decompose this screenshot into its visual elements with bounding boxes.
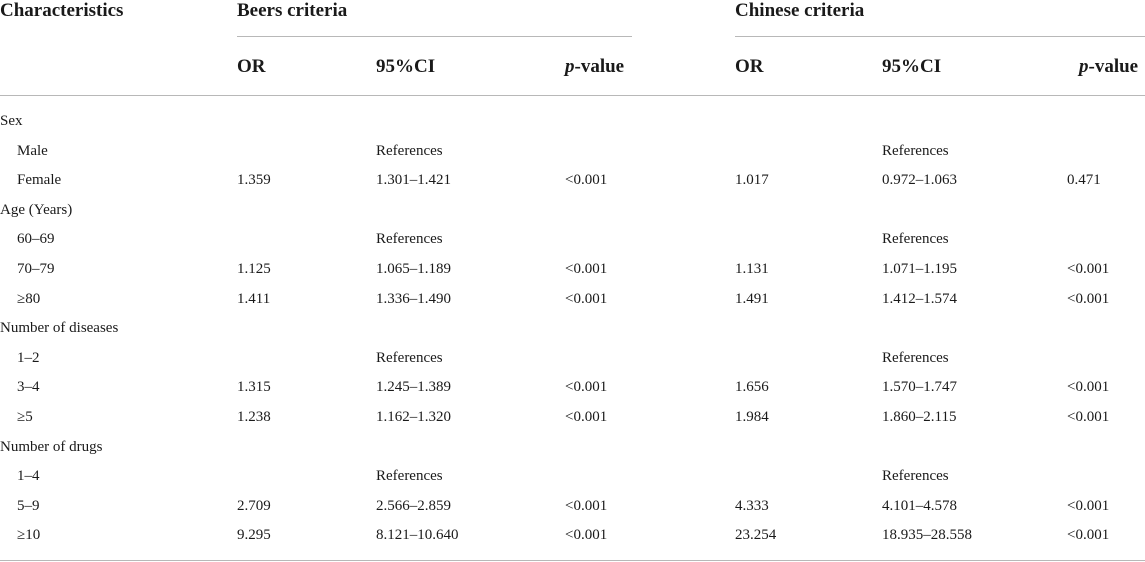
cell-beers-ci: 1.301–1.421 — [376, 172, 451, 188]
cell-chinese-pvalue: <0.001 — [1067, 379, 1110, 395]
cell-beers-ci: References — [376, 231, 443, 247]
header-beers-pvalue: p-value — [565, 56, 624, 78]
cell-chinese-ci: 1.071–1.195 — [882, 261, 957, 277]
cell-beers-ci: References — [376, 143, 443, 159]
row-sublabel: 60–69 — [17, 231, 55, 247]
row-sublabel: 3–4 — [17, 379, 40, 395]
row-group-label: Age (Years) — [0, 202, 73, 218]
header-beers-or: OR — [237, 56, 266, 77]
cell-chinese-pvalue: <0.001 — [1067, 527, 1110, 543]
row-sublabel: Male — [17, 143, 48, 159]
header-beers-ci: 95%CI — [376, 56, 436, 77]
cell-beers-or: 1.315 — [237, 379, 271, 395]
cell-beers-or: 1.238 — [237, 409, 271, 425]
rule-under-header — [0, 95, 1145, 96]
cell-beers-pvalue: <0.001 — [565, 527, 608, 543]
cell-chinese-ci: 18.935–28.558 — [882, 527, 972, 543]
cell-beers-ci: 8.121–10.640 — [376, 527, 459, 543]
cell-chinese-ci: 1.570–1.747 — [882, 379, 957, 395]
cell-beers-or: 9.295 — [237, 527, 271, 543]
header-chinese-or: OR — [735, 56, 764, 77]
cell-chinese-ci: 4.101–4.578 — [882, 498, 957, 514]
cell-chinese-ci: References — [882, 350, 949, 366]
row-group-label: Sex — [0, 113, 23, 129]
cell-beers-pvalue: <0.001 — [565, 409, 608, 425]
cell-beers-ci: 1.162–1.320 — [376, 409, 451, 425]
cell-beers-pvalue: <0.001 — [565, 261, 608, 277]
cell-beers-pvalue: <0.001 — [565, 291, 608, 307]
row-group-label: Number of diseases — [0, 320, 119, 336]
cell-chinese-ci: 1.412–1.574 — [882, 291, 957, 307]
rule-table-bottom — [0, 560, 1145, 561]
header-characteristics: Characteristics — [0, 0, 124, 21]
cell-chinese-or: 1.131 — [735, 261, 769, 277]
p-suffix: -value — [1088, 56, 1139, 77]
cell-chinese-pvalue: <0.001 — [1067, 409, 1110, 425]
cell-beers-ci: References — [376, 468, 443, 484]
header-chinese-ci: 95%CI — [882, 56, 942, 77]
cell-chinese-or: 1.491 — [735, 291, 769, 307]
cell-beers-pvalue: <0.001 — [565, 498, 608, 514]
rule-under-beers — [237, 36, 632, 37]
row-sublabel: ≥10 — [17, 527, 41, 543]
p-suffix: -value — [574, 56, 625, 77]
cell-chinese-or: 1.017 — [735, 172, 769, 188]
cell-chinese-pvalue: <0.001 — [1067, 498, 1110, 514]
cell-beers-ci: 1.336–1.490 — [376, 291, 451, 307]
cell-beers-ci: 1.065–1.189 — [376, 261, 451, 277]
cell-beers-or: 1.125 — [237, 261, 271, 277]
p-letter: p — [1079, 56, 1089, 77]
header-chinese-pvalue: p-value — [1079, 56, 1138, 78]
cell-beers-ci: 2.566–2.859 — [376, 498, 451, 514]
row-sublabel: 1–4 — [17, 468, 40, 484]
row-sublabel: ≥80 — [17, 291, 41, 307]
cell-chinese-pvalue: 0.471 — [1067, 172, 1101, 188]
cell-chinese-pvalue: <0.001 — [1067, 291, 1110, 307]
cell-beers-pvalue: <0.001 — [565, 379, 608, 395]
rule-under-chinese — [735, 36, 1145, 37]
cell-beers-ci: References — [376, 350, 443, 366]
header-beers-criteria: Beers criteria — [237, 0, 348, 21]
row-sublabel: Female — [17, 172, 62, 188]
row-sublabel: 5–9 — [17, 498, 40, 514]
cell-chinese-ci: 1.860–2.115 — [882, 409, 957, 425]
row-group-label: Number of drugs — [0, 439, 103, 455]
cell-chinese-or: 1.656 — [735, 379, 769, 395]
cell-chinese-or: 1.984 — [735, 409, 769, 425]
cell-beers-ci: 1.245–1.389 — [376, 379, 451, 395]
row-sublabel: 70–79 — [17, 261, 55, 277]
cell-beers-or: 2.709 — [237, 498, 271, 514]
cell-chinese-ci: References — [882, 143, 949, 159]
cell-chinese-or: 23.254 — [735, 527, 777, 543]
row-sublabel: 1–2 — [17, 350, 40, 366]
cell-chinese-or: 4.333 — [735, 498, 769, 514]
cell-chinese-ci: References — [882, 468, 949, 484]
cell-chinese-ci: 0.972–1.063 — [882, 172, 957, 188]
p-letter: p — [565, 56, 575, 77]
cell-beers-or: 1.359 — [237, 172, 271, 188]
header-chinese-criteria: Chinese criteria — [735, 0, 865, 21]
row-sublabel: ≥5 — [17, 409, 33, 425]
cell-chinese-pvalue: <0.001 — [1067, 261, 1110, 277]
cell-beers-pvalue: <0.001 — [565, 172, 608, 188]
cell-chinese-ci: References — [882, 231, 949, 247]
cell-beers-or: 1.411 — [237, 291, 271, 307]
